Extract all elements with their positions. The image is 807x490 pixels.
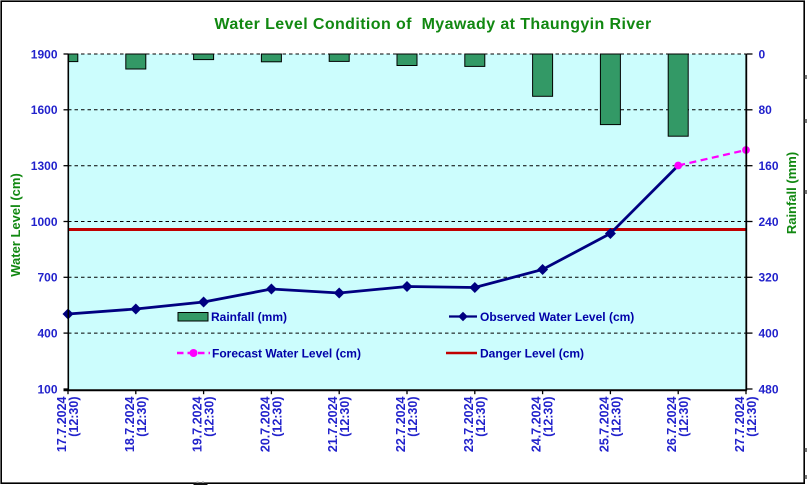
svg-text:160: 160 xyxy=(759,159,779,173)
svg-text:320: 320 xyxy=(759,271,779,285)
svg-text:480: 480 xyxy=(759,382,779,396)
svg-text:100: 100 xyxy=(37,382,57,396)
svg-text:20.7.2024: 20.7.2024 xyxy=(258,396,272,452)
svg-text:17.7.2024: 17.7.2024 xyxy=(55,396,69,452)
svg-text:80: 80 xyxy=(759,103,773,117)
svg-text:Water Level (cm): Water Level (cm) xyxy=(8,173,23,277)
svg-text:(12:30): (12:30) xyxy=(270,397,284,437)
svg-text:1600: 1600 xyxy=(31,103,58,117)
svg-text:Forecast Water Level (cm): Forecast Water Level (cm) xyxy=(212,347,361,361)
svg-text:(12:30): (12:30) xyxy=(745,397,759,437)
svg-text:(12:30): (12:30) xyxy=(67,397,81,437)
svg-text:(12:30): (12:30) xyxy=(406,397,420,437)
svg-text:27.7.2024: 27.7.2024 xyxy=(733,396,747,452)
svg-text:Observed Water Level (cm): Observed Water Level (cm) xyxy=(480,310,634,324)
svg-text:1000: 1000 xyxy=(31,215,58,229)
svg-text:700: 700 xyxy=(37,271,57,285)
svg-text:Water Level Condition of Myaw: Water Level Condition of Myawady at Thau… xyxy=(214,16,651,33)
svg-text:(12:30): (12:30) xyxy=(542,397,556,437)
svg-text:22.7.2024: 22.7.2024 xyxy=(394,396,408,452)
svg-text:400: 400 xyxy=(759,326,779,340)
svg-text:0: 0 xyxy=(759,47,766,61)
svg-text:Rainfall (mm): Rainfall (mm) xyxy=(211,310,287,324)
svg-text:26.7.2024: 26.7.2024 xyxy=(665,396,679,452)
svg-text:19.7.2024: 19.7.2024 xyxy=(191,396,205,452)
svg-text:18.7.2024: 18.7.2024 xyxy=(123,396,137,452)
svg-text:(12:30): (12:30) xyxy=(203,397,217,437)
svg-text:(12:30): (12:30) xyxy=(135,397,149,437)
svg-text:Rainfall (mm): Rainfall (mm) xyxy=(784,152,799,234)
svg-text:23.7.2024: 23.7.2024 xyxy=(462,396,476,452)
svg-text:1900: 1900 xyxy=(31,47,58,61)
svg-text:(12:30): (12:30) xyxy=(609,397,623,437)
svg-text:25.7.2024: 25.7.2024 xyxy=(597,396,611,452)
svg-text:400: 400 xyxy=(37,326,57,340)
svg-text:(12:30): (12:30) xyxy=(474,397,488,437)
svg-text:(12:30): (12:30) xyxy=(677,397,691,437)
svg-text:(12:30): (12:30) xyxy=(338,397,352,437)
svg-text:240: 240 xyxy=(759,215,779,229)
svg-text:21.7.2024: 21.7.2024 xyxy=(326,396,340,452)
svg-text:24.7.2024: 24.7.2024 xyxy=(530,396,544,452)
svg-text:1300: 1300 xyxy=(31,159,58,173)
svg-text:Danger Level (cm): Danger Level (cm) xyxy=(480,347,584,361)
